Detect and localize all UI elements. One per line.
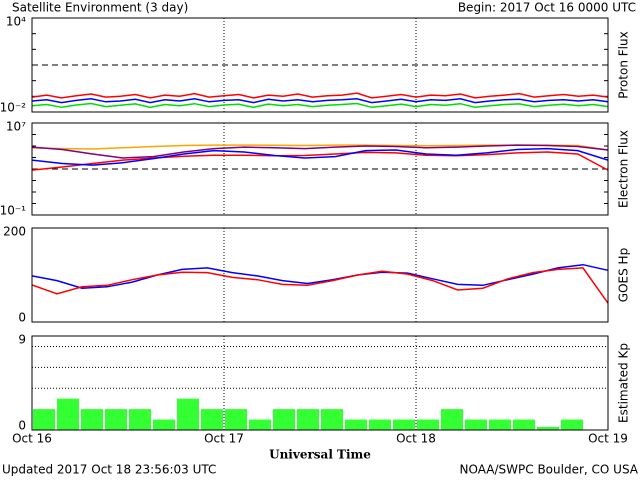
y-tick-label: 10⁻¹ [0, 204, 26, 218]
bar [177, 398, 199, 430]
series-line [31, 147, 609, 166]
bar [129, 409, 151, 430]
x-axis-label: Universal Time [269, 448, 371, 462]
y-axis-label: Estimated Kp [617, 343, 631, 423]
x-tick-label: Oct 17 [204, 432, 244, 446]
updated: Updated 2017 Oct 18 23:56:03 UTC [2, 463, 216, 477]
series-line [31, 263, 609, 289]
bar [345, 419, 367, 430]
bar [465, 419, 487, 430]
x-tick-label: Oct 18 [396, 432, 436, 446]
bar [537, 426, 559, 430]
bar [249, 419, 271, 430]
y-tick-label: 10⁴ [6, 15, 26, 29]
bar [393, 419, 415, 430]
y-tick-label: 10⁻² [0, 101, 26, 115]
x-tick-label: Oct 16 [12, 432, 52, 446]
series-line [31, 144, 609, 159]
panel-frame [31, 122, 609, 216]
begin: Begin: 2017 Oct 16 0000 UTC [458, 1, 636, 15]
y-tick-label: 10⁷ [6, 120, 26, 134]
series-line [31, 267, 609, 304]
y-tick-label: 0 [18, 311, 26, 325]
y-tick-label: 9 [18, 333, 26, 347]
bar [105, 409, 127, 430]
y-tick-label: 200 [3, 225, 26, 239]
y-axis-label: GOES Hp [617, 248, 631, 302]
bar [513, 419, 535, 430]
bar [225, 409, 247, 430]
series-line [31, 92, 609, 99]
bar [321, 409, 343, 430]
y-axis-label: Electron Flux [617, 130, 631, 208]
title: Satellite Environment (3 day) [12, 1, 188, 15]
bar [561, 419, 583, 430]
bar [417, 419, 439, 430]
bar [81, 409, 103, 430]
bar [57, 398, 79, 430]
bar [369, 419, 391, 430]
bar [33, 409, 55, 430]
panel-frame [31, 335, 609, 431]
panel-frame [31, 17, 609, 113]
series-line [31, 102, 609, 109]
bar [297, 409, 319, 430]
bar [201, 409, 223, 430]
series-line [31, 151, 609, 171]
bar [153, 419, 175, 430]
y-axis-label: Proton Flux [617, 31, 631, 98]
series-line [31, 98, 609, 104]
panel-frame [31, 227, 609, 323]
y-tick-label: 0 [18, 419, 26, 433]
bar [489, 419, 511, 430]
credit: NOAA/SWPC Boulder, CO USA [460, 463, 639, 477]
x-tick-label: Oct 19 [588, 432, 628, 446]
bar [273, 409, 295, 430]
bar [441, 409, 463, 430]
